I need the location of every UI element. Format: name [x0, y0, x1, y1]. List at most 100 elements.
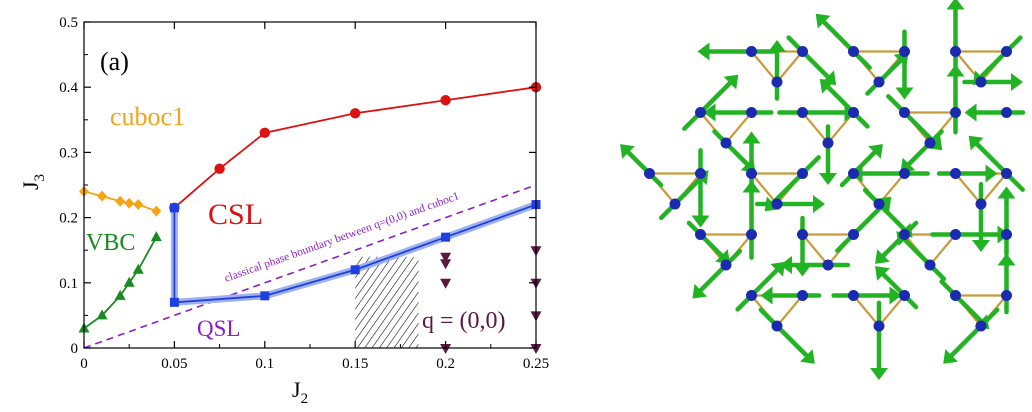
point-qsl: [260, 291, 270, 301]
lattice-site: [950, 46, 961, 57]
point-qsl: [169, 203, 179, 213]
spin-arrow-head: [800, 349, 815, 364]
spin-arrow-shaft: [839, 150, 877, 188]
lattice-site: [644, 168, 655, 179]
panel-label: (a): [100, 47, 129, 76]
lattice-site: [746, 168, 757, 179]
x-tick-label: 0: [80, 356, 88, 372]
point-q-0-0: [440, 278, 452, 289]
spin-arrow-head: [895, 87, 914, 100]
lattice-bond: [852, 294, 880, 327]
point-q-0-0: [440, 344, 452, 354]
lattice-site: [1001, 290, 1012, 301]
point-qsl: [350, 265, 360, 275]
spin-arrow-head: [889, 286, 902, 305]
hatched-region: [355, 256, 419, 348]
lattice-site: [797, 46, 808, 57]
series-line-csl: [173, 86, 537, 209]
point-q-0-0: [440, 259, 452, 270]
spin-arrow-head: [946, 0, 965, 10]
lattice-site: [797, 168, 808, 179]
lattice-bond: [801, 111, 829, 144]
spin-arrow-shaft: [939, 279, 983, 323]
y-axis-title: J3: [18, 174, 48, 190]
lattice-bond: [776, 50, 804, 83]
spin-arrow-shaft: [881, 272, 919, 310]
lattice-site: [771, 198, 783, 210]
phase-label-vbc: VBC: [86, 230, 135, 256]
lattice-site: [924, 259, 936, 271]
spin-arrow-head: [742, 180, 761, 193]
plot-frame: [83, 21, 537, 349]
lattice-site: [848, 168, 859, 179]
x-tick-label: 0.05: [161, 356, 187, 372]
lattice-site: [797, 229, 808, 240]
point-vbc: [123, 276, 135, 287]
lattice-bond: [980, 172, 1008, 205]
lattice-bond: [725, 111, 753, 144]
spin-arrow-head: [780, 256, 792, 274]
phase-label-qsl: QSL: [197, 316, 240, 341]
spin-arrow-head: [813, 195, 825, 213]
lattice-site: [695, 107, 706, 118]
lattice-site: [746, 46, 757, 57]
lattice-site: [950, 290, 961, 301]
lattice-site: [950, 229, 961, 240]
y-axis-title-main: J: [18, 181, 43, 190]
lattice-site: [950, 168, 961, 179]
y-tick-label: 0.4: [59, 80, 78, 96]
x-axis-title: J2: [292, 377, 308, 407]
spin-arrow-shaft: [835, 202, 886, 253]
svg-text:J3: J3: [18, 174, 48, 190]
spin-arrow-shaft: [735, 268, 779, 312]
y-tick-label: 0.2: [59, 211, 78, 227]
lattice-sites: [644, 46, 1012, 332]
spin-arrow-head: [815, 13, 831, 29]
lattice-bond: [801, 233, 829, 266]
spin-arrow-shaft: [686, 220, 724, 258]
spin-arrow-shaft: [949, 307, 1000, 358]
spin-arrow-shaft: [682, 80, 733, 131]
spin-arrow-head: [742, 131, 761, 144]
x-axis-title-sub: 2: [301, 391, 309, 407]
point-q-0-0: [530, 344, 542, 354]
lattice-site: [848, 107, 859, 118]
point-cuboc1: [97, 190, 108, 202]
spin-arrow-head: [997, 253, 1016, 266]
y-axis-title-sub: 3: [32, 174, 48, 182]
lattice-site: [975, 76, 987, 88]
lattice-site: [669, 198, 681, 210]
spin-arrow-shaft: [821, 19, 872, 70]
x-tick-label: 0.15: [342, 356, 368, 372]
lattice-bond: [954, 172, 982, 205]
spin-arrow-shaft: [758, 307, 809, 358]
hatched-region-layer: [355, 256, 419, 348]
lattice-bond: [929, 233, 957, 266]
lattice-site: [848, 229, 859, 240]
lattice-site: [873, 320, 885, 332]
spin-arrow-head: [875, 249, 890, 264]
point-csl: [214, 163, 225, 174]
lattice-site: [899, 229, 910, 240]
spin-arrow-head: [868, 144, 883, 159]
spin-arrow-shaft: [698, 248, 743, 293]
y-tick-label: 0.5: [59, 15, 78, 31]
spin-arrow-shaft: [902, 237, 947, 282]
phase-label-q00: q = (0,0): [422, 308, 506, 334]
spin-arrow-shaft: [786, 35, 830, 79]
spin-arrow-head: [819, 78, 835, 94]
x-tick-label: 0.2: [436, 356, 455, 372]
spin-arrow-head: [691, 215, 710, 228]
point-cuboc1: [124, 197, 135, 209]
lattice-site: [1001, 46, 1012, 57]
phase-label-cuboc1: cuboc1: [110, 102, 185, 131]
lattice-site: [975, 320, 987, 332]
spin-arrow-shaft: [886, 94, 937, 145]
lattice-site: [771, 320, 783, 332]
spin-arrow-head: [793, 264, 812, 277]
spin-arrow-head: [620, 144, 635, 159]
y-tick-label: 0.1: [59, 276, 78, 292]
point-csl: [350, 108, 361, 119]
spin-arrow-shaft: [712, 129, 750, 167]
